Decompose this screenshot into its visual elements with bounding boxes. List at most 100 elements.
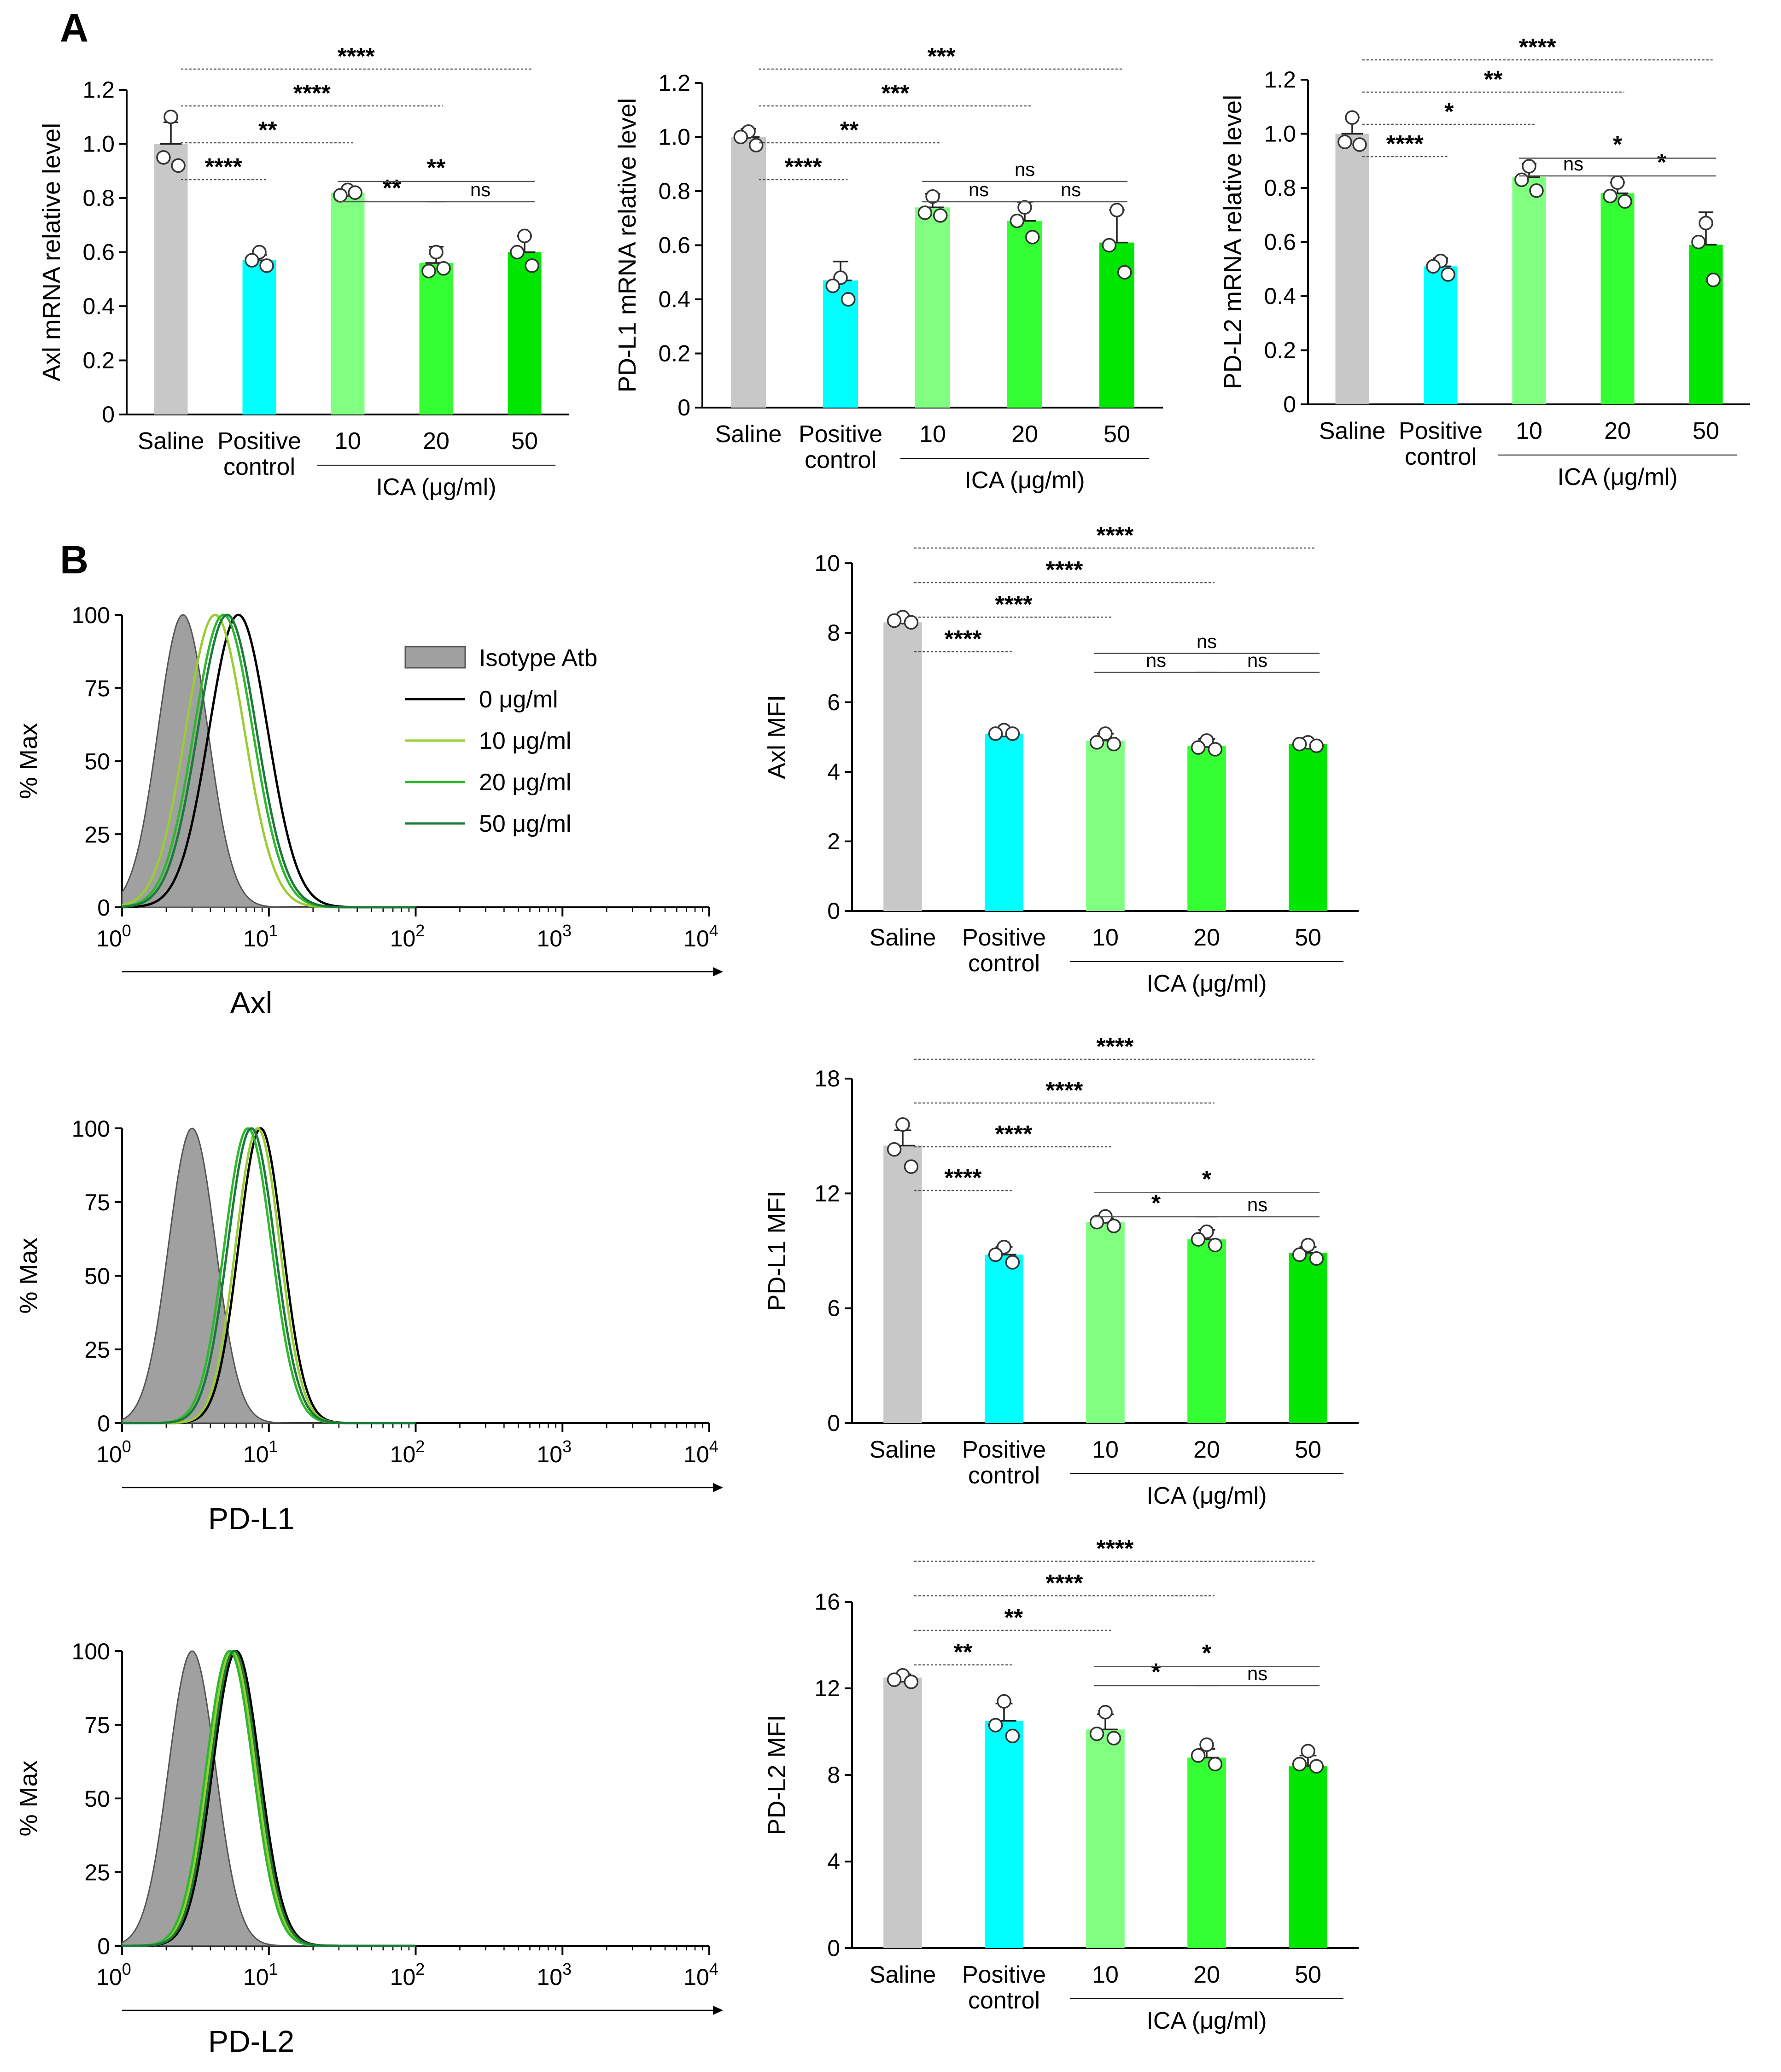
sig-label: **** [293,80,331,107]
panel-label-b: B [60,538,88,582]
data-point [1106,736,1121,752]
x-tick-label: 103 [537,921,572,951]
y-tick-label: 0.2 [82,348,115,374]
data-point [988,1718,1003,1733]
bar-2 [1512,177,1546,404]
data-point [1529,183,1544,198]
bar-0 [154,144,188,414]
sig-label: ** [427,155,446,181]
category-label: 50 [511,428,538,455]
group-label: ICA (μg/ml) [1557,464,1677,490]
data-point [436,261,451,276]
data-point [1191,740,1206,755]
axl_mrna-chart: 0 0.2 0.4 0.6 0.8 1.0 1.2 Axl mRNA relative lev… [38,43,569,501]
data-point [925,189,940,204]
category-label: 50 [1295,924,1321,951]
bar-3 [1600,193,1635,404]
y-tick-label: 12 [814,1180,840,1206]
y-tick-label: 6 [827,1296,840,1321]
pdl2_mrna-chart: 0 0.2 0.4 0.6 0.8 1.0 1.2 PD-L2 mRNA relative l… [1219,34,1750,490]
data-point [1208,1757,1223,1772]
sig-label: **** [1045,557,1083,584]
bar-1 [985,1255,1023,1423]
y-tick-label: 0 [97,1411,110,1436]
y-axis-label: PD-L2 MFI [763,1715,791,1835]
bar-0 [1335,134,1369,404]
data-point [259,258,274,273]
y-tick-label: 0.2 [658,341,690,367]
sig-label: *** [928,43,956,70]
y-tick-label: 8 [827,1762,840,1788]
x-tick-label: 103 [537,1437,572,1467]
y-tick-label: 1.0 [658,124,690,150]
data-point [988,1247,1003,1262]
sig-label: * [1202,1166,1212,1193]
data-point [1309,1251,1324,1266]
y-tick-label: 0 [827,898,840,924]
x-tick-label: 104 [683,921,718,951]
y-tick-label: 25 [84,822,110,847]
data-point [1345,110,1360,125]
y-tick-label: 100 [72,602,110,628]
y-tick-label: 0.2 [1264,338,1296,363]
y-tick-label: 25 [84,1860,110,1885]
legend-label: 20 μg/ml [479,769,571,796]
category-label: 20 [423,428,450,455]
sig-label: ** [840,117,859,144]
sig-label: ** [1004,1605,1023,1631]
data-point [1005,1255,1020,1270]
data-point [1089,735,1104,750]
x-tick-label: 101 [243,1437,278,1467]
bar-2 [915,207,950,408]
x-tick-label: 103 [537,1960,572,1990]
data-point [1191,1232,1206,1247]
y-tick-label: 50 [84,1786,110,1812]
y-tick-label: 50 [84,749,110,775]
x-axis-label: PD-L1 [208,1501,294,1535]
category-label: 10 [1092,1961,1119,1988]
sig-label: **** [205,154,243,181]
bar-4 [1289,744,1327,911]
category-label: 10 [1516,418,1542,444]
data-point [164,110,178,124]
data-point [1292,736,1307,752]
group-label: ICA (μg/ml) [1146,2008,1267,2034]
histogram-curve-4 [122,613,416,909]
x-tick-label: 104 [683,1437,718,1467]
category-label: Positive [962,924,1046,951]
data-point [887,613,902,628]
x-tick-label: 102 [390,1437,425,1467]
panel-label-a: A [60,6,88,50]
sig-label: **** [1096,522,1134,549]
bar-0 [883,1145,922,1423]
y-tick-label: 0 [97,1933,110,1959]
sig-label: ns [470,179,491,200]
data-point [517,228,532,243]
category-label: 20 [1193,924,1220,951]
axl_hist-chart: 0 25 50 75 100 % Max 100 101 102 103 104 Axl Isotype… [15,602,723,1020]
x-tick-label: 100 [96,1960,131,1990]
y-axis-label: Axl mRNA relative level [38,123,65,381]
category-label: Positive [1399,418,1483,444]
category-label: control [968,1462,1040,1489]
data-point [1017,200,1032,215]
data-point [997,1694,1011,1709]
bar-3 [1187,1757,1226,1948]
sig-label: **** [1386,131,1424,158]
data-point [841,292,856,307]
data-point [1106,1219,1121,1233]
category-label: 50 [1104,421,1130,448]
data-point [1301,1744,1315,1759]
data-point [1010,213,1025,228]
bar-0 [883,622,922,911]
y-tick-label: 75 [84,1190,110,1215]
pdl2_hist-chart: 0 25 50 75 100 % Max 100 101 102 103 104 PD-L2 [15,1639,723,2058]
data-point [988,726,1003,741]
data-point [1106,1731,1121,1745]
sig-label: ns [1146,649,1166,671]
bar-0 [731,137,766,408]
y-tick-label: 2 [827,829,840,854]
legend-label: 0 μg/ml [479,686,558,713]
data-point [904,1159,919,1174]
